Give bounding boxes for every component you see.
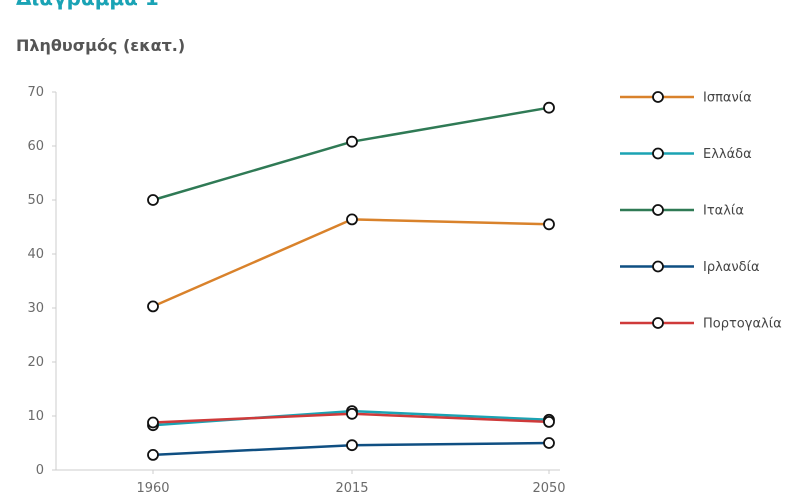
legend-label: Ιρλανδία: [703, 260, 760, 275]
x-tick-label: 2050: [532, 481, 565, 496]
data-point: [346, 439, 358, 452]
data-point: [543, 218, 555, 231]
legend-marker: [652, 204, 664, 216]
data-point: [346, 407, 358, 420]
y-tick-label: 70: [27, 85, 44, 100]
data-point: [346, 135, 358, 148]
legend-marker: [652, 91, 664, 103]
y-tick-label: 0: [36, 463, 44, 478]
series-line-3: [152, 106, 550, 202]
data-point: [346, 213, 358, 226]
legend-label: Ελλάδα: [703, 147, 752, 162]
legend-label: Ιταλία: [703, 204, 744, 219]
legend-label: Ισπανία: [703, 91, 752, 106]
legend-label: Πορτογαλία: [703, 317, 782, 332]
data-point: [147, 448, 159, 461]
data-point: [543, 101, 555, 114]
chart-title: Διάγραμμα 1: [16, 0, 159, 10]
legend-marker: [652, 260, 664, 273]
y-tick-label: 60: [27, 139, 44, 154]
data-point: [543, 437, 555, 449]
x-tick-label: 2015: [335, 481, 368, 496]
y-tick-label: 30: [27, 301, 44, 316]
data-point: [147, 194, 159, 206]
data-point: [147, 300, 159, 313]
y-axis-label: Πληθυσμός (εκατ.): [16, 36, 186, 55]
data-point: [543, 415, 555, 428]
x-tick-label: 1960: [136, 481, 169, 496]
y-tick-label: 40: [27, 247, 44, 262]
legend-marker: [652, 317, 664, 329]
legend-marker: [652, 147, 664, 160]
series-line-1: [152, 218, 550, 308]
y-tick-label: 50: [27, 193, 44, 208]
data-point: [147, 416, 159, 429]
y-tick-label: 20: [27, 355, 44, 370]
y-tick-label: 10: [27, 409, 44, 424]
